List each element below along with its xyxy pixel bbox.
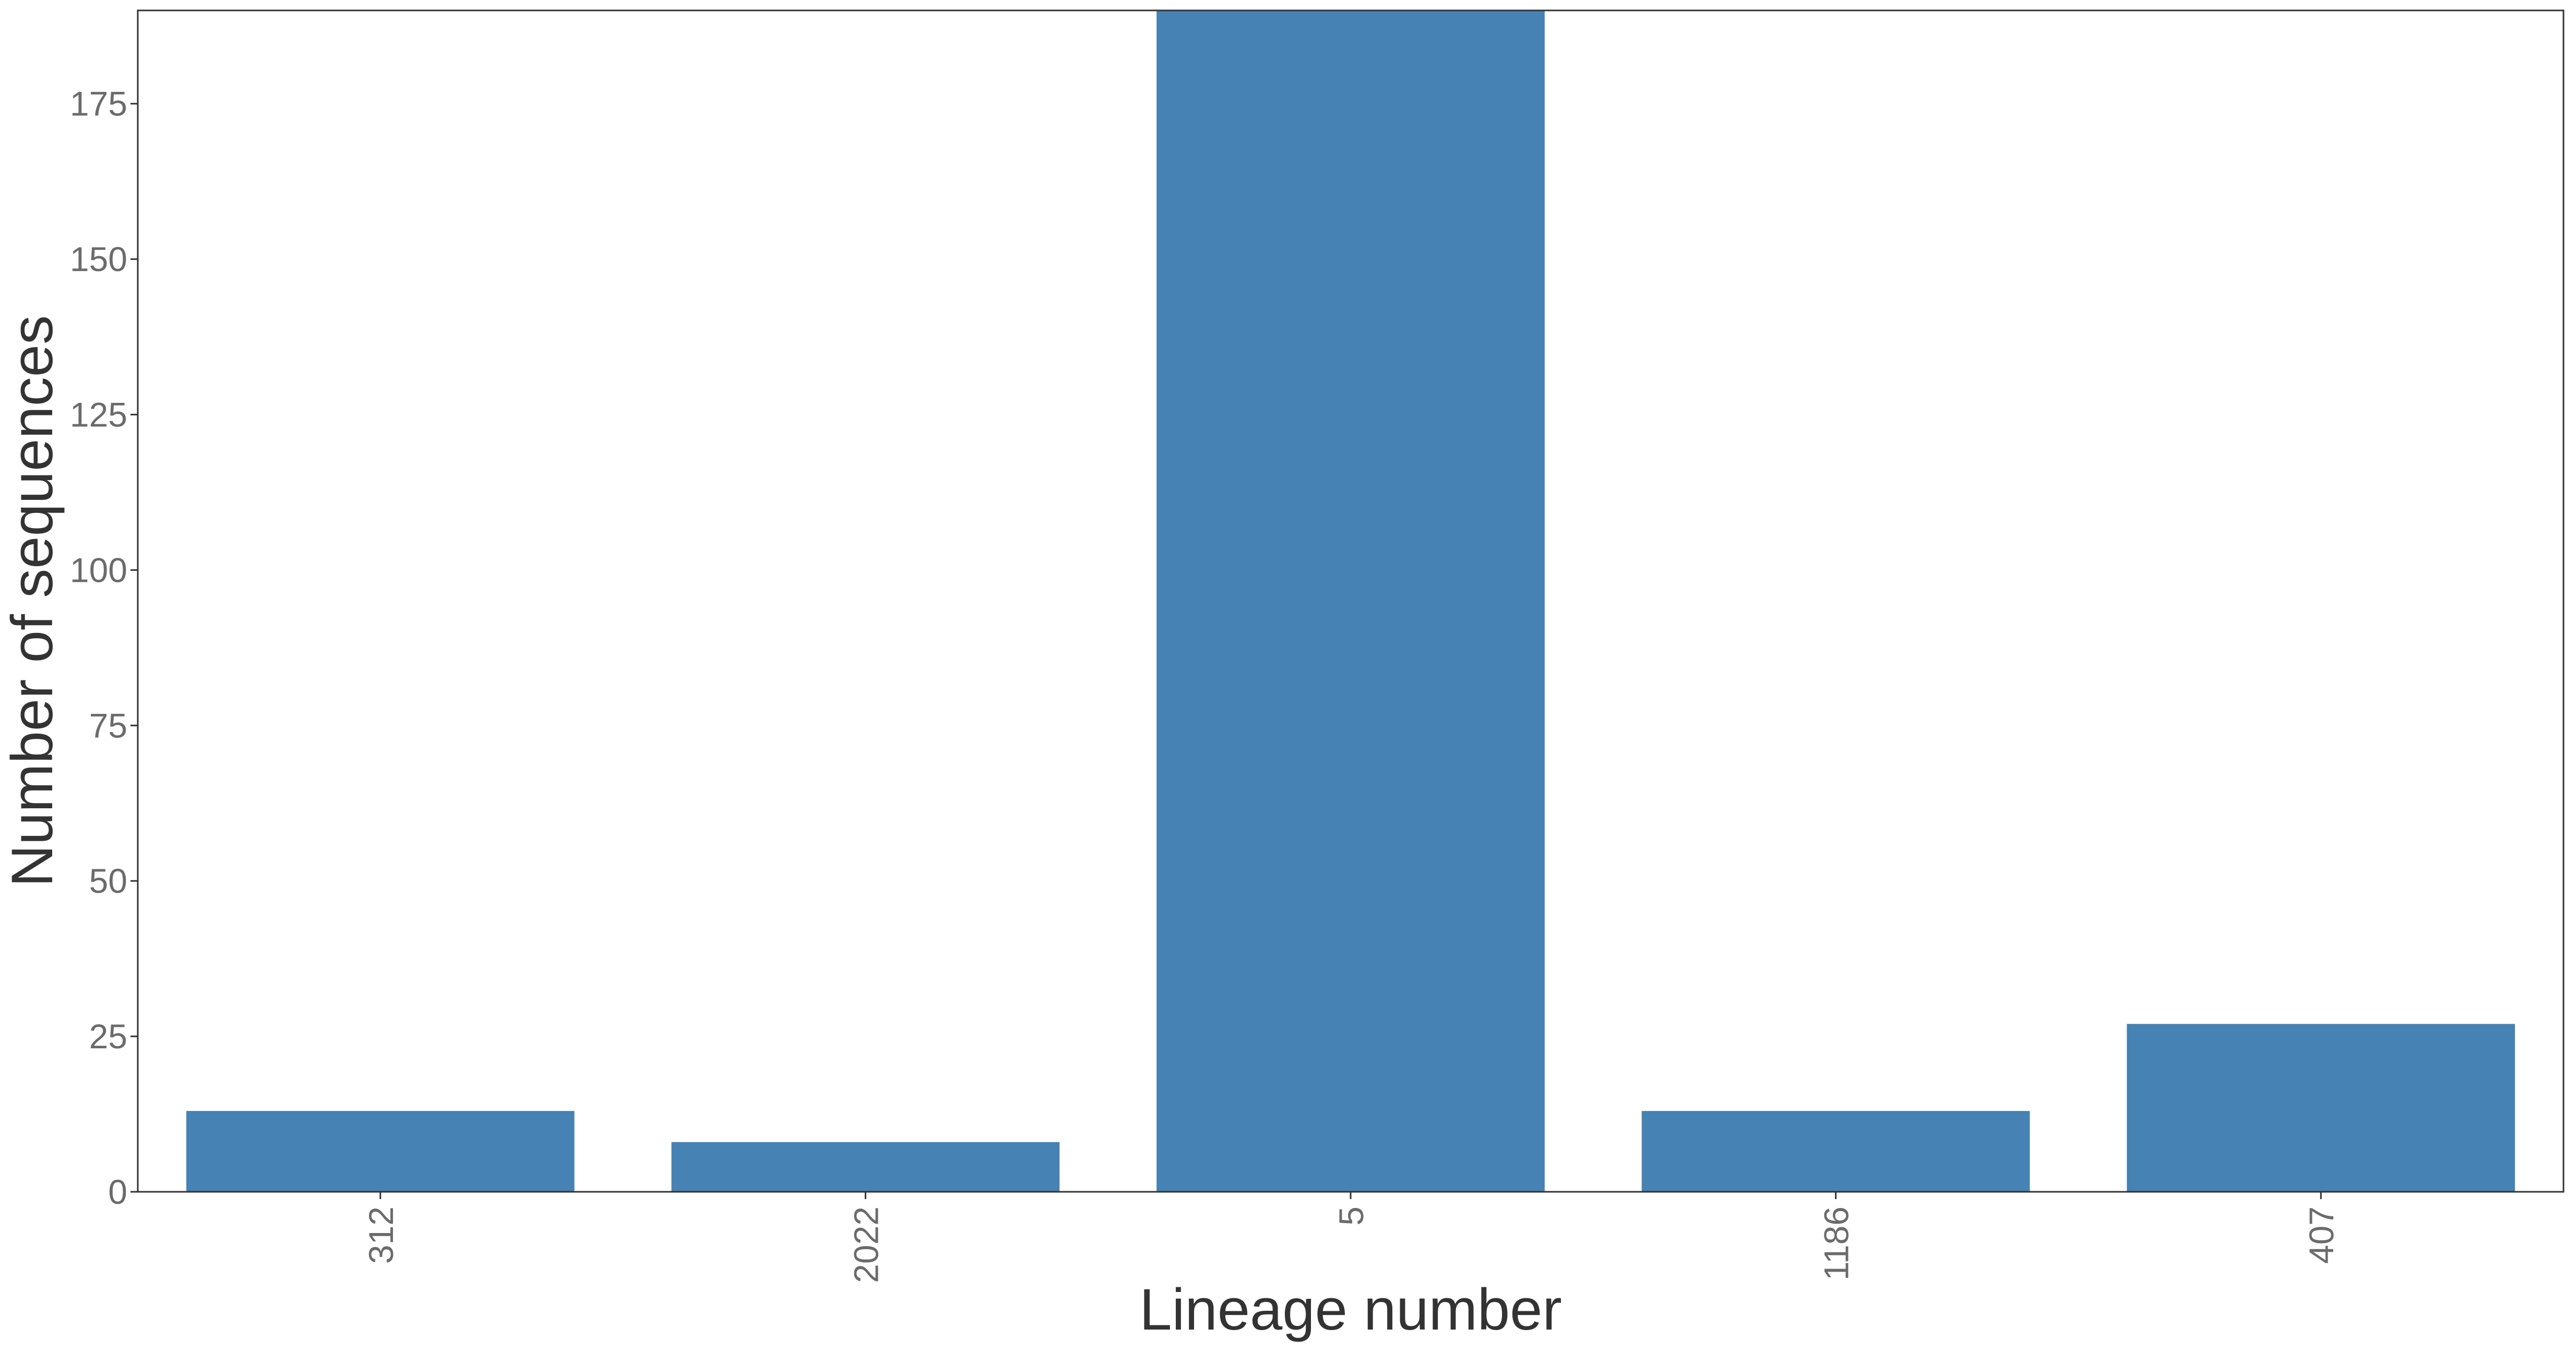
x-tick-label: 407 (2302, 1206, 2341, 1264)
y-tick-label: 125 (70, 396, 127, 434)
y-tick-label: 100 (70, 551, 127, 589)
x-tick-label: 1186 (1817, 1206, 1856, 1281)
y-axis: 0 25 50 75 100 125 150 175 (70, 85, 138, 1211)
x-axis: 312 2022 5 1186 407 (362, 1192, 2341, 1283)
x-axis-title: Lineage number (1139, 1277, 1561, 1342)
y-tick-label: 75 (89, 706, 127, 745)
bar-312 (186, 1111, 575, 1192)
bars-layer (186, 10, 2515, 1192)
bar-5 (1156, 10, 1545, 1192)
bar-2022 (671, 1142, 1060, 1192)
y-tick-label: 50 (89, 862, 127, 900)
y-axis-title: Number of sequences (0, 315, 65, 887)
y-tick-label: 150 (70, 240, 127, 279)
y-tick-label: 0 (108, 1172, 127, 1211)
bar-1186 (1641, 1111, 2030, 1192)
bar-407 (2127, 1024, 2515, 1192)
y-tick-label: 175 (70, 85, 127, 123)
x-tick-label: 2022 (846, 1206, 885, 1283)
x-tick-label: 312 (362, 1206, 400, 1264)
y-tick-label: 25 (89, 1017, 127, 1056)
plot-frame (137, 9, 2565, 1193)
x-tick-label: 5 (1332, 1206, 1370, 1226)
